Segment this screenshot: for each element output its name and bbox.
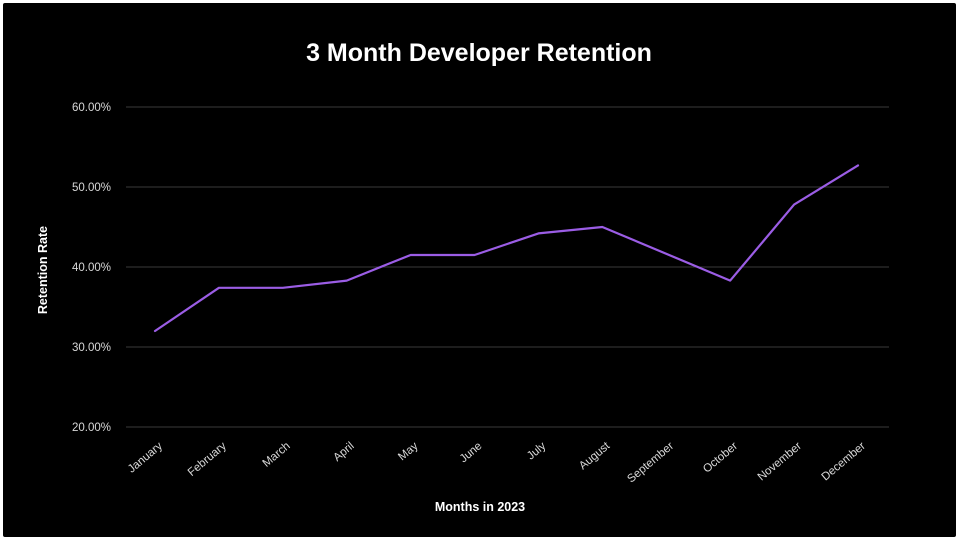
- x-tick-label: January: [126, 440, 165, 476]
- x-tick-label: November: [756, 440, 804, 483]
- y-tick-label: 30.00%: [72, 342, 111, 354]
- chart-frame: 3 Month Developer Retention 20.00% 30.00%…: [3, 3, 956, 537]
- x-tick-label: June: [458, 440, 485, 465]
- x-tick-label: December: [820, 440, 868, 483]
- chart-title: 3 Month Developer Retention: [306, 39, 652, 67]
- x-tick-label: September: [625, 440, 676, 485]
- x-tick-label: April: [331, 440, 356, 464]
- y-tick-label: 50.00%: [72, 182, 111, 194]
- x-tick-label: July: [525, 440, 549, 462]
- y-axis-label: Retention Rate: [36, 226, 50, 314]
- line-chart: 3 Month Developer Retention 20.00% 30.00%…: [36, 39, 889, 514]
- x-tick-label: February: [186, 440, 229, 479]
- y-axis-ticks: 20.00% 30.00% 40.00% 50.00% 60.00%: [72, 102, 111, 434]
- y-tick-label: 20.00%: [72, 422, 111, 434]
- gridlines: [126, 106, 889, 428]
- x-axis-label: Months in 2023: [435, 500, 525, 514]
- series-line: [153, 164, 860, 333]
- y-tick-label: 40.00%: [72, 262, 111, 274]
- x-tick-label: May: [396, 440, 421, 463]
- x-tick-label: October: [701, 440, 740, 476]
- x-tick-label: March: [261, 440, 293, 470]
- y-tick-label: 60.00%: [72, 102, 111, 114]
- x-tick-label: August: [577, 440, 613, 473]
- x-axis-ticks: January February March April May June July Augu…: [126, 440, 868, 486]
- series-layer: [153, 164, 860, 333]
